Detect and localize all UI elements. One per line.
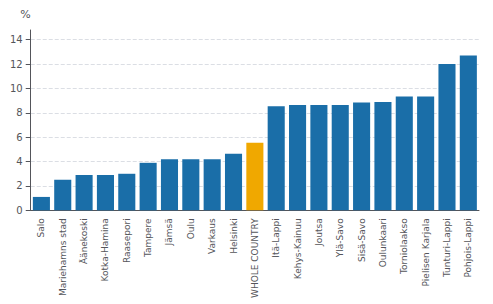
svg-text:Tampere: Tampere <box>143 218 153 258</box>
svg-text:4: 4 <box>16 156 22 167</box>
svg-text:Oulu: Oulu <box>186 218 196 239</box>
svg-text:Raasepori: Raasepori <box>122 218 132 263</box>
svg-text:0: 0 <box>16 205 22 216</box>
svg-text:Mariehamns stad: Mariehamns stad <box>58 218 68 296</box>
svg-text:Pielisen Karjala: Pielisen Karjala <box>421 218 431 286</box>
svg-text:Äänekoski: Äänekoski <box>79 218 89 264</box>
svg-text:10: 10 <box>10 83 23 94</box>
svg-text:Torniolaakso: Torniolaakso <box>399 218 409 275</box>
svg-text:WHOLE COUNTRY: WHOLE COUNTRY <box>250 218 260 298</box>
svg-text:Ylä-Savo: Ylä-Savo <box>335 218 345 258</box>
svg-text:Varkaus: Varkaus <box>207 218 217 254</box>
svg-text:12: 12 <box>10 59 23 70</box>
svg-text:Kehys-Kainuu: Kehys-Kainuu <box>293 218 303 279</box>
svg-text:Oulunkaari: Oulunkaari <box>378 218 388 267</box>
svg-text:6: 6 <box>16 132 22 143</box>
svg-text:Itä-Lappi: Itä-Lappi <box>271 218 281 257</box>
svg-text:Jämsä: Jämsä <box>164 218 174 246</box>
svg-text:Salo: Salo <box>36 218 46 238</box>
svg-text:2: 2 <box>16 180 22 191</box>
svg-text:Joutsa: Joutsa <box>314 218 324 247</box>
svg-text:Helsinki: Helsinki <box>229 218 239 253</box>
svg-text:%: % <box>20 8 30 21</box>
svg-text:8: 8 <box>16 107 22 118</box>
svg-text:Kotka-Hamina: Kotka-Hamina <box>100 218 110 281</box>
svg-text:Tunturi-Lappi: Tunturi-Lappi <box>442 218 452 278</box>
svg-text:14: 14 <box>10 34 23 45</box>
svg-text:Pohjois-Lappi: Pohjois-Lappi <box>463 218 473 277</box>
svg-text:Sisä-Savo: Sisä-Savo <box>357 218 367 262</box>
